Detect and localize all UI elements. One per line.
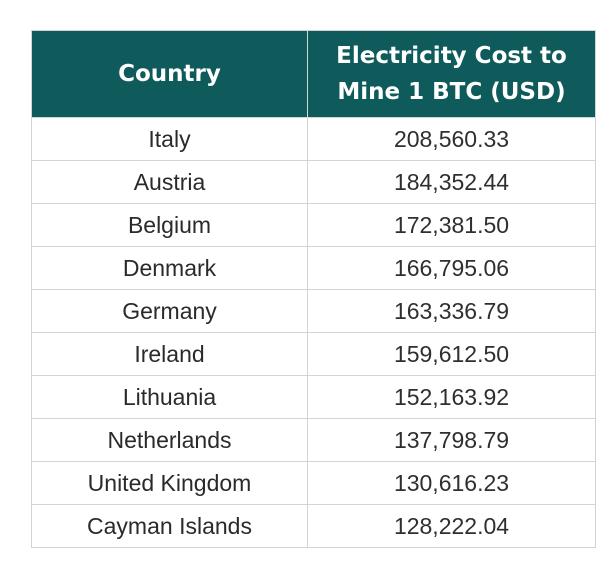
cost-table: Country Electricity Cost to Mine 1 BTC (… — [31, 30, 596, 548]
table-row: Lithuania 152,163.92 — [31, 375, 596, 419]
table-row: Belgium 172,381.50 — [31, 203, 596, 247]
header-cost: Electricity Cost to Mine 1 BTC (USD) — [307, 30, 596, 118]
country-cell: Netherlands — [31, 418, 308, 462]
country-cell: United Kingdom — [31, 461, 308, 505]
table-row: Netherlands 137,798.79 — [31, 418, 596, 462]
country-cell: Germany — [31, 289, 308, 333]
header-country: Country — [31, 30, 308, 118]
header-cost-line-2: Mine 1 BTC (USD) — [337, 79, 566, 105]
cost-cell: 159,612.50 — [307, 332, 596, 376]
table-header: Country Electricity Cost to Mine 1 BTC (… — [31, 30, 596, 118]
table-row: Cayman Islands 128,222.04 — [31, 504, 596, 548]
table-row: Italy 208,560.33 — [31, 117, 596, 161]
cost-cell: 137,798.79 — [307, 418, 596, 462]
table-row: Ireland 159,612.50 — [31, 332, 596, 376]
country-cell: Denmark — [31, 246, 308, 290]
country-cell: Austria — [31, 160, 308, 204]
header-country-label: Country — [118, 61, 221, 87]
cost-table-container: Country Electricity Cost to Mine 1 BTC (… — [31, 30, 596, 548]
country-cell: Ireland — [31, 332, 308, 376]
table-row: United Kingdom 130,616.23 — [31, 461, 596, 505]
table-body: Italy 208,560.33 Austria 184,352.44 Belgium 1… — [31, 117, 596, 548]
header-cost-line-1: Electricity Cost to — [336, 43, 567, 69]
country-cell: Cayman Islands — [31, 504, 308, 548]
cost-cell: 172,381.50 — [307, 203, 596, 247]
country-cell: Italy — [31, 117, 308, 161]
header-row: Country Electricity Cost to Mine 1 BTC (… — [31, 30, 596, 118]
country-cell: Lithuania — [31, 375, 308, 419]
table-row: Germany 163,336.79 — [31, 289, 596, 333]
cost-cell: 152,163.92 — [307, 375, 596, 419]
country-cell: Belgium — [31, 203, 308, 247]
cost-cell: 184,352.44 — [307, 160, 596, 204]
cost-cell: 163,336.79 — [307, 289, 596, 333]
cost-cell: 208,560.33 — [307, 117, 596, 161]
cost-cell: 130,616.23 — [307, 461, 596, 505]
table-row: Austria 184,352.44 — [31, 160, 596, 204]
cost-cell: 128,222.04 — [307, 504, 596, 548]
cost-cell: 166,795.06 — [307, 246, 596, 290]
table-row: Denmark 166,795.06 — [31, 246, 596, 290]
